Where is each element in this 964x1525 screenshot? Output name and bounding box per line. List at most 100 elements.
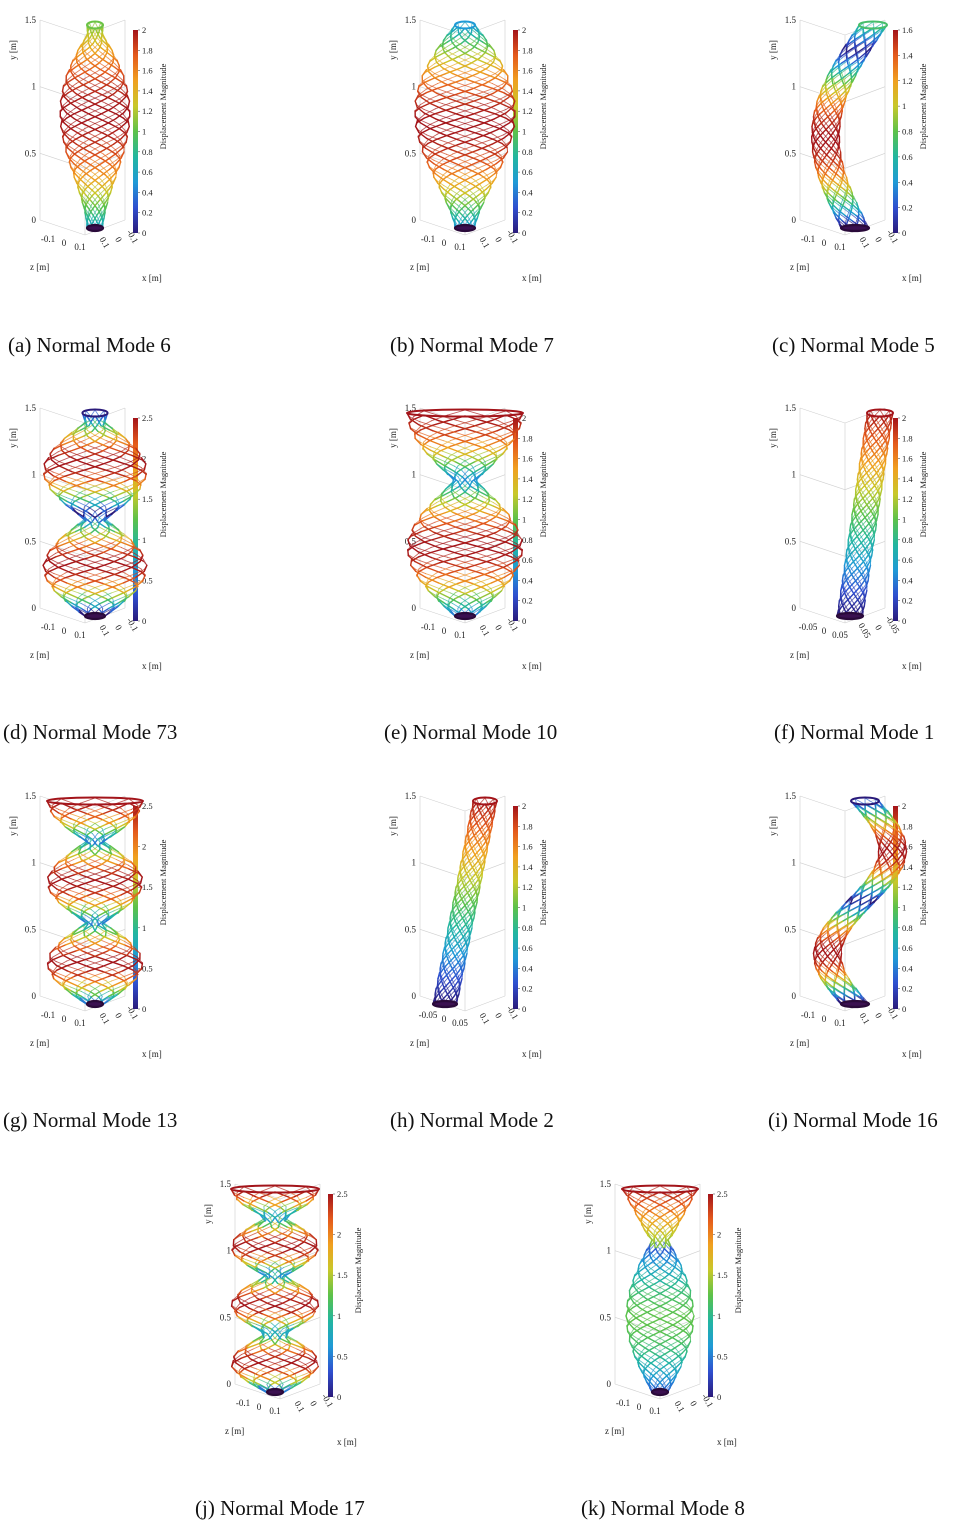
top-ring bbox=[866, 408, 894, 418]
lattice-strut bbox=[73, 163, 82, 171]
lattice-strut bbox=[437, 976, 442, 983]
lattice-strut bbox=[859, 582, 864, 589]
lattice-strut bbox=[487, 187, 492, 193]
lattice-strut bbox=[818, 133, 825, 141]
lattice-strut bbox=[48, 465, 60, 471]
lattice-strut bbox=[94, 78, 106, 85]
lattice-strut bbox=[124, 936, 132, 945]
lattice-strut bbox=[92, 37, 98, 44]
lattice-strut bbox=[89, 88, 101, 95]
lattice-strut bbox=[851, 52, 860, 59]
lattice-strut bbox=[83, 206, 88, 212]
lattice-strut bbox=[865, 551, 872, 559]
colorbar bbox=[133, 30, 138, 233]
lattice-strut bbox=[426, 155, 430, 163]
lattice-strut bbox=[91, 189, 99, 197]
lattice-strut bbox=[846, 592, 851, 599]
lattice-strut bbox=[442, 93, 459, 100]
lattice-strut bbox=[101, 546, 115, 554]
lattice-strut bbox=[475, 892, 480, 900]
lattice-strut bbox=[443, 52, 456, 59]
lattice-strut bbox=[813, 119, 817, 125]
lattice-strut bbox=[882, 420, 887, 427]
lattice-strut bbox=[114, 147, 123, 155]
lattice-strut bbox=[436, 58, 444, 64]
lattice-strut bbox=[841, 598, 845, 604]
lattice-strut bbox=[81, 542, 96, 549]
lattice-strut bbox=[481, 552, 500, 558]
lattice-strut bbox=[865, 560, 871, 569]
lattice-strut bbox=[499, 160, 504, 169]
lattice-strut bbox=[109, 556, 125, 564]
lattice-strut bbox=[44, 570, 50, 577]
lattice-strut bbox=[474, 216, 478, 223]
lattice-strut bbox=[62, 130, 70, 136]
lattice-strut bbox=[876, 450, 883, 457]
lattice-strut bbox=[100, 818, 113, 825]
lattice-strut bbox=[449, 92, 466, 99]
lattice-strut bbox=[457, 82, 473, 89]
lattice-strut bbox=[519, 539, 523, 547]
lattice-strut bbox=[844, 77, 853, 85]
lattice-strut bbox=[116, 825, 126, 834]
lattice-strut bbox=[85, 531, 96, 538]
lattice-strut bbox=[104, 422, 114, 430]
lattice-strut bbox=[872, 445, 877, 452]
lattice-strut bbox=[101, 430, 107, 437]
lattice-strut bbox=[442, 128, 459, 135]
lattice-strut bbox=[60, 100, 63, 106]
lattice-strut bbox=[98, 515, 108, 523]
lattice-strut bbox=[479, 460, 486, 467]
lattice-strut bbox=[114, 112, 125, 120]
lattice-strut bbox=[85, 57, 93, 65]
lattice-structure bbox=[811, 20, 888, 233]
lattice-strut bbox=[124, 437, 131, 446]
lattice-strut bbox=[429, 439, 445, 447]
lattice-strut bbox=[860, 542, 866, 549]
lattice-strut bbox=[863, 449, 868, 457]
lattice-strut bbox=[873, 486, 879, 492]
lattice-strut bbox=[129, 978, 137, 984]
lattice-strut bbox=[479, 88, 494, 94]
y-tick-label: 1 bbox=[32, 858, 37, 868]
lattice-strut bbox=[445, 67, 460, 75]
colorbar-tick-label: 1.4 bbox=[142, 86, 153, 96]
lattice-strut bbox=[100, 42, 108, 49]
lattice-strut bbox=[67, 83, 77, 90]
lattice-strut bbox=[863, 485, 870, 492]
lattice-strut bbox=[442, 62, 453, 69]
lattice-strut bbox=[90, 164, 100, 171]
lattice-strut bbox=[440, 492, 442, 498]
lattice-strut bbox=[850, 203, 854, 212]
lattice-strut bbox=[66, 965, 82, 972]
lattice-strut bbox=[118, 98, 127, 106]
lattice-strut bbox=[67, 144, 75, 151]
lattice-strut bbox=[98, 919, 107, 927]
lattice-strut bbox=[845, 214, 849, 221]
lattice-strut bbox=[502, 558, 516, 564]
colorbar-tick-label: 0.4 bbox=[522, 575, 533, 585]
lattice-strut bbox=[479, 823, 486, 831]
lattice-strut bbox=[872, 435, 878, 443]
lattice-strut bbox=[443, 168, 456, 176]
lattice-strut bbox=[865, 49, 871, 58]
lattice-strut bbox=[836, 87, 840, 94]
lattice-strut bbox=[451, 42, 458, 49]
lattice-strut bbox=[107, 853, 113, 861]
lattice-strut bbox=[46, 556, 57, 562]
lattice-strut bbox=[851, 214, 860, 221]
lattice-strut bbox=[484, 500, 491, 508]
lattice-strut bbox=[474, 465, 486, 473]
y-tick-label: 1.5 bbox=[25, 15, 37, 25]
lattice-strut bbox=[428, 71, 436, 79]
lattice-strut bbox=[858, 490, 863, 498]
lattice-strut bbox=[85, 200, 91, 206]
y-tick-label: 0 bbox=[32, 603, 37, 613]
lattice-strut bbox=[94, 123, 107, 131]
lattice-strut bbox=[448, 103, 466, 110]
subfigure-d: 1.5 1 0.5 0 y [m] -0.1 0 0.1 0.1 0 -0.1 z [m] x [m] 2… bbox=[0, 393, 200, 683]
lattice-strut bbox=[427, 572, 437, 580]
lattice-strut bbox=[65, 139, 70, 147]
lattice-strut bbox=[821, 118, 827, 124]
lattice-strut bbox=[866, 466, 874, 473]
